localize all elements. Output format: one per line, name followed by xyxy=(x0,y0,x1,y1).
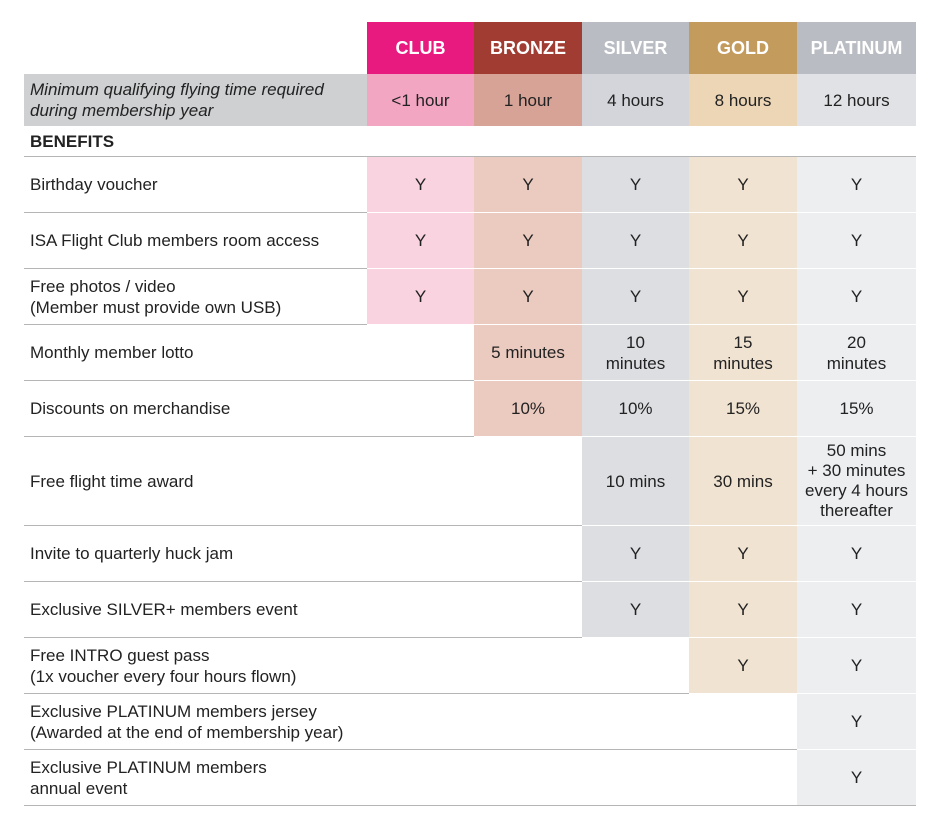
benefit-label: Free photos / video (Member must provide… xyxy=(24,268,367,325)
membership-tier-table: CLUB BRONZE SILVER GOLD PLATINUM Minimum qual… xyxy=(24,22,916,806)
empty-cell xyxy=(474,581,582,638)
empty-cell xyxy=(797,126,916,157)
benefit-value: 5 minutes xyxy=(474,324,582,381)
empty-cell xyxy=(367,749,474,806)
empty-cell xyxy=(474,436,582,526)
empty-cell xyxy=(474,126,582,157)
empty-cell xyxy=(689,749,797,806)
empty-cell xyxy=(367,324,474,381)
benefit-row: Invite to quarterly huck jam Y Y Y xyxy=(24,525,916,582)
benefit-row: Monthly member lotto 5 minutes 10 minutes 1… xyxy=(24,324,916,381)
header-spacer xyxy=(24,22,367,74)
minimum-value: 4 hours xyxy=(582,74,689,126)
benefit-value: Y xyxy=(689,525,797,582)
benefit-value: Y xyxy=(797,693,916,750)
benefit-value: 15 minutes xyxy=(689,324,797,381)
benefit-label: Birthday voucher xyxy=(24,156,367,213)
benefit-value: Y xyxy=(689,268,797,325)
benefit-value: Y xyxy=(582,212,689,269)
benefit-value: 20 minutes xyxy=(797,324,916,381)
benefit-value: Y xyxy=(582,156,689,213)
benefit-value: Y xyxy=(367,156,474,213)
empty-cell xyxy=(474,749,582,806)
benefit-label: Free INTRO guest pass (1x voucher every … xyxy=(24,637,367,694)
minimum-flying-time-row: Minimum qualifying flying time required … xyxy=(24,74,916,126)
empty-cell xyxy=(689,126,797,157)
benefit-value: Y xyxy=(689,581,797,638)
empty-cell xyxy=(582,637,689,694)
benefit-value: Y xyxy=(367,212,474,269)
benefit-row: ISA Flight Club members room access Y Y Y Y Y xyxy=(24,212,916,269)
empty-cell xyxy=(582,693,689,750)
benefit-row: Exclusive PLATINUM members jersey (Award… xyxy=(24,693,916,750)
benefit-label: Exclusive SILVER+ members event xyxy=(24,581,367,638)
benefit-label: Exclusive PLATINUM members jersey (Award… xyxy=(24,693,367,750)
benefit-value: 50 mins + 30 minutes every 4 hours there… xyxy=(797,436,916,526)
benefit-value: Y xyxy=(797,156,916,213)
benefits-heading: BENEFITS xyxy=(24,126,367,157)
benefit-value: Y xyxy=(474,156,582,213)
benefit-row: Free INTRO guest pass (1x voucher every … xyxy=(24,637,916,694)
benefit-label: Monthly member lotto xyxy=(24,324,367,381)
tier-header-gold: GOLD xyxy=(689,22,797,74)
benefit-value: Y xyxy=(367,268,474,325)
benefit-value: Y xyxy=(474,268,582,325)
minimum-value: <1 hour xyxy=(367,74,474,126)
benefit-value: Y xyxy=(689,212,797,269)
benefit-value: Y xyxy=(797,637,916,694)
minimum-flying-time-label: Minimum qualifying flying time required … xyxy=(24,74,367,126)
benefit-label: Free flight time award xyxy=(24,436,367,526)
benefit-value: 10% xyxy=(474,380,582,437)
empty-cell xyxy=(474,637,582,694)
benefit-value: Y xyxy=(797,525,916,582)
empty-cell xyxy=(367,581,474,638)
benefit-value: Y xyxy=(797,212,916,269)
empty-cell xyxy=(582,126,689,157)
benefit-value: Y xyxy=(582,525,689,582)
benefit-label: Discounts on merchandise xyxy=(24,380,367,437)
benefit-value: 30 mins xyxy=(689,436,797,526)
benefit-value: Y xyxy=(797,749,916,806)
tier-header-platinum: PLATINUM xyxy=(797,22,916,74)
benefits-heading-row: BENEFITS xyxy=(24,126,916,157)
benefit-row: Free flight time award 10 mins 30 mins 50 m… xyxy=(24,436,916,526)
benefit-value: Y xyxy=(474,212,582,269)
benefit-value: Y xyxy=(582,268,689,325)
tier-header-row: CLUB BRONZE SILVER GOLD PLATINUM xyxy=(24,22,916,74)
empty-cell xyxy=(689,693,797,750)
empty-cell xyxy=(367,637,474,694)
benefit-row: Birthday voucher Y Y Y Y Y xyxy=(24,156,916,213)
empty-cell xyxy=(367,126,474,157)
benefit-label: ISA Flight Club members room access xyxy=(24,212,367,269)
tier-header-club: CLUB xyxy=(367,22,474,74)
minimum-value: 12 hours xyxy=(797,74,916,126)
benefit-value: Y xyxy=(689,156,797,213)
benefit-row: Discounts on merchandise 10% 10% 15% 15% xyxy=(24,380,916,437)
benefit-value: 10 mins xyxy=(582,436,689,526)
benefit-value: Y xyxy=(582,581,689,638)
benefit-value: 15% xyxy=(689,380,797,437)
empty-cell xyxy=(474,525,582,582)
benefit-value: 10% xyxy=(582,380,689,437)
empty-cell xyxy=(367,436,474,526)
benefit-label: Exclusive PLATINUM members annual event xyxy=(24,749,367,806)
tier-header-bronze: BRONZE xyxy=(474,22,582,74)
empty-cell xyxy=(367,525,474,582)
empty-cell xyxy=(582,749,689,806)
benefit-value: Y xyxy=(797,581,916,638)
benefit-value: 15% xyxy=(797,380,916,437)
benefit-label: Invite to quarterly huck jam xyxy=(24,525,367,582)
empty-cell xyxy=(367,380,474,437)
benefit-value: Y xyxy=(797,268,916,325)
benefit-value: 10 minutes xyxy=(582,324,689,381)
minimum-value: 8 hours xyxy=(689,74,797,126)
benefit-value: Y xyxy=(689,637,797,694)
benefit-row: Free photos / video (Member must provide… xyxy=(24,268,916,325)
tier-header-silver: SILVER xyxy=(582,22,689,74)
benefit-row: Exclusive SILVER+ members event Y Y Y xyxy=(24,581,916,638)
empty-cell xyxy=(474,693,582,750)
minimum-value: 1 hour xyxy=(474,74,582,126)
benefit-row: Exclusive PLATINUM members annual event Y xyxy=(24,749,916,806)
empty-cell xyxy=(367,693,474,750)
